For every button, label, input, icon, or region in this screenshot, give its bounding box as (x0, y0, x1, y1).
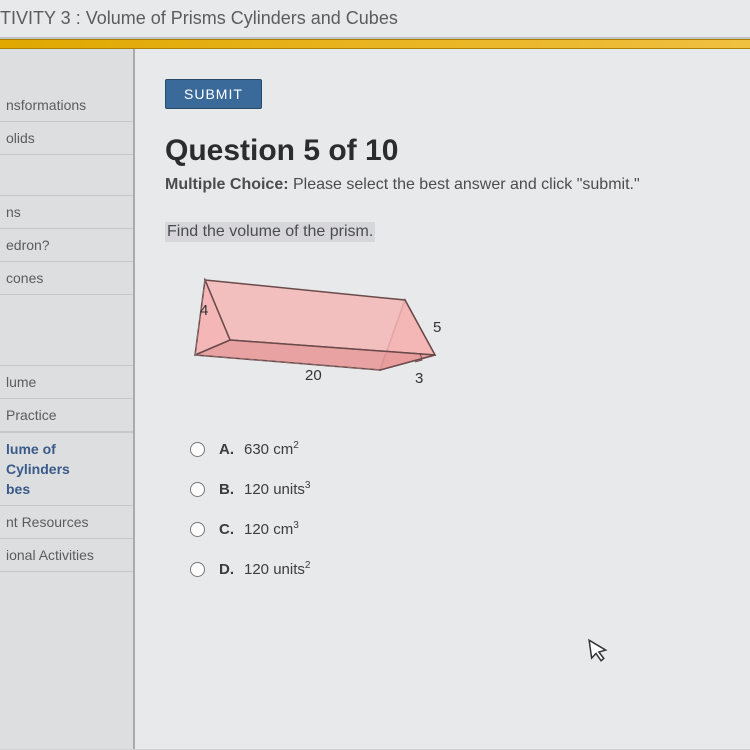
choice-text: 120 cm3 (244, 520, 299, 538)
figure-label-5: 5 (433, 319, 441, 336)
prism-figure: 4 20 5 3 (175, 260, 730, 415)
accent-bar (0, 39, 750, 49)
sidebar-item-transformations[interactable]: nsformations (0, 89, 133, 122)
radio-c[interactable] (190, 522, 205, 537)
sidebar-item-volume-of[interactable]: lume of (0, 432, 133, 459)
sidebar-item-edron[interactable]: edron? (0, 229, 133, 262)
sidebar-item-lume[interactable]: lume (0, 365, 133, 399)
main-content: SUBMIT Question 5 of 10 Multiple Choice:… (135, 49, 750, 749)
choice-text: 120 units3 (244, 480, 310, 498)
choice-text: 630 cm2 (244, 440, 299, 458)
choice-b[interactable]: B. 120 units3 (190, 480, 730, 498)
instruction-text: Multiple Choice: Please select the best … (165, 176, 730, 194)
sidebar: nsformations olids ns edron? cones lume … (0, 49, 135, 749)
prism-svg: 4 20 5 3 (175, 260, 455, 410)
figure-label-20: 20 (305, 367, 322, 384)
choice-text: 120 units2 (244, 560, 310, 578)
sidebar-item-cylinders[interactable]: Cylinders (0, 459, 133, 479)
sidebar-item-ns[interactable]: ns (0, 195, 133, 229)
choice-letter: C. (219, 521, 234, 538)
radio-d[interactable] (190, 562, 205, 577)
choice-letter: B. (219, 481, 234, 498)
choice-d[interactable]: D. 120 units2 (190, 560, 730, 578)
choices-list: A. 630 cm2 B. 120 units3 C. 120 cm3 D. 1… (190, 440, 730, 578)
radio-a[interactable] (190, 442, 205, 457)
radio-b[interactable] (190, 482, 205, 497)
question-title: Question 5 of 10 (165, 134, 730, 168)
sidebar-item-cones[interactable]: cones (0, 262, 133, 295)
sidebar-item-practice[interactable]: Practice (0, 399, 133, 432)
instruction-prefix: Multiple Choice: (165, 176, 289, 193)
choice-letter: A. (219, 441, 234, 458)
figure-label-4: 4 (200, 302, 208, 319)
sidebar-item-solids[interactable]: olids (0, 122, 133, 155)
question-prompt: Find the volume of the prism. (165, 222, 375, 242)
figure-label-3: 3 (415, 370, 423, 387)
choice-c[interactable]: C. 120 cm3 (190, 520, 730, 538)
sidebar-item-resources[interactable]: nt Resources (0, 506, 133, 539)
choice-letter: D. (219, 561, 234, 578)
choice-a[interactable]: A. 630 cm2 (190, 440, 730, 458)
instruction-rest: Please select the best answer and click … (289, 176, 640, 193)
content-container: nsformations olids ns edron? cones lume … (0, 49, 750, 749)
sidebar-item-bes[interactable]: bes (0, 479, 133, 506)
sidebar-item-activities[interactable]: ional Activities (0, 539, 133, 572)
header-title: TIVITY 3 : Volume of Prisms Cylinders an… (0, 8, 398, 28)
submit-button[interactable]: SUBMIT (165, 79, 262, 109)
page-header: TIVITY 3 : Volume of Prisms Cylinders an… (0, 0, 750, 39)
cursor-icon (586, 636, 612, 671)
